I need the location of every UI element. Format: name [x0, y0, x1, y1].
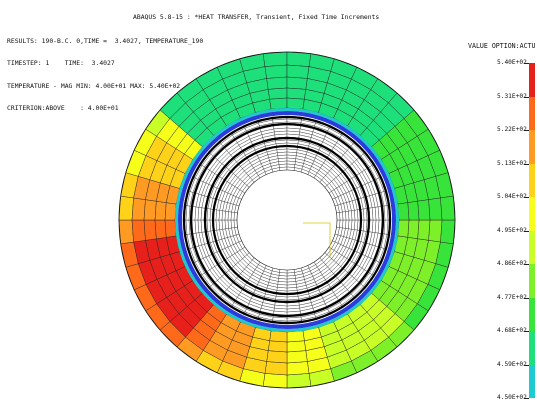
legend-tick — [524, 230, 529, 232]
legend-color-segment — [529, 230, 535, 264]
mesh-element — [266, 350, 288, 364]
legend-value: 5.31E+02 — [497, 92, 527, 100]
legend-value: 4.68E+02 — [497, 327, 527, 334]
results-info: RESULTS: 190-B.C. 0,TIME = 3.4027, TEMPE… — [7, 23, 203, 120]
mesh-element — [407, 219, 420, 240]
blue-band — [178, 111, 396, 329]
timestep-line: TIMESTEP: 1 TIME: 3.4027 — [7, 59, 115, 68]
mesh-element — [264, 64, 288, 79]
mesh-element — [417, 219, 431, 241]
legend-tick — [524, 331, 529, 332]
mesh-element — [397, 202, 410, 221]
mesh-element — [118, 195, 134, 221]
mesh-element — [164, 219, 177, 238]
mesh-element — [264, 361, 288, 376]
legend-value: 5.22E+02 — [497, 126, 527, 133]
axis-triad — [303, 222, 331, 258]
inner-bore — [236, 169, 338, 271]
outer-boundary — [118, 51, 456, 389]
mesh-element — [286, 330, 305, 343]
legend-color-segment — [529, 297, 535, 331]
mesh-element — [286, 373, 312, 389]
mesh-element — [267, 340, 288, 353]
mesh-element — [154, 200, 167, 221]
mesh-element — [286, 51, 312, 67]
legend-tick — [524, 264, 529, 265]
mesh-boundary-ring — [182, 115, 392, 325]
legend-color-segment — [529, 163, 535, 197]
mesh-element — [440, 195, 456, 221]
legend-value: 5.04E+02 — [497, 193, 527, 200]
mesh-element — [428, 197, 443, 221]
mesh-element — [143, 219, 157, 241]
mesh-element — [286, 76, 308, 90]
mesh-element — [266, 76, 288, 90]
legend-color-segment — [529, 63, 535, 97]
mesh-element — [407, 200, 420, 221]
results-line: RESULTS: 190-B.C. 0,TIME = 3.4027, TEMPE… — [7, 36, 204, 45]
mesh-element — [286, 361, 310, 376]
legend-tick — [524, 96, 529, 98]
mesh-element — [164, 202, 177, 221]
mesh-element — [131, 219, 146, 243]
legend-tick — [524, 197, 529, 198]
legend-color-segment — [529, 331, 535, 365]
mesh-element — [397, 219, 410, 238]
mesh-element — [286, 350, 308, 364]
mesh-element — [267, 87, 288, 100]
legend-tick — [524, 130, 529, 131]
mesh-element — [143, 199, 157, 221]
legend-value: 4.95E+02 — [497, 226, 527, 234]
legend-value: 5.40E+02 — [497, 59, 527, 66]
legend-color-segment — [529, 197, 535, 231]
legend-tick — [524, 297, 529, 299]
mesh-element — [269, 97, 288, 110]
criterion-line: CRITERION:ABOVE : 4.00E+01 — [7, 104, 119, 113]
mesh-element — [131, 197, 146, 221]
mesh-element — [286, 340, 307, 353]
mesh-element — [118, 219, 134, 245]
mesh-boundary-ring — [189, 122, 385, 318]
mesh-element — [269, 330, 288, 343]
mesh-element — [154, 219, 167, 240]
legend-tick — [524, 364, 529, 366]
mesh-element — [417, 199, 431, 221]
mesh-element — [440, 219, 456, 245]
legend-color-segment — [529, 130, 535, 164]
legend-color-segment — [529, 364, 535, 398]
legend-value: 4.59E+02 — [497, 360, 527, 368]
window-title: ABAQUS 5.8-15 : *HEAT TRANSFER, Transien… — [133, 13, 380, 21]
mesh-element — [262, 373, 288, 389]
legend-tick — [524, 163, 529, 165]
mesh-element — [262, 51, 288, 67]
mesh-element — [286, 97, 305, 110]
mesh-boundary-ring — [211, 144, 363, 296]
mesh-element — [286, 87, 307, 100]
legend-value: 4.77E+02 — [497, 293, 527, 301]
cyan-band — [175, 108, 399, 332]
legend-tick — [524, 398, 529, 399]
legend-color-segment — [529, 96, 535, 130]
legend-color-segment — [529, 264, 535, 298]
temperature-range-line: TEMPERATURE - MAG MIN: 4.00E+01 MAX: 5.4… — [7, 81, 181, 90]
legend-value: 4.50E+02 — [497, 394, 527, 401]
legend-value: 4.86E+02 — [497, 260, 527, 267]
mesh-element — [428, 219, 443, 243]
mesh-boundary-ring — [203, 136, 371, 304]
mesh-element — [286, 64, 310, 79]
legend-title: VALUE OPTION:ACTU — [468, 42, 536, 50]
legend-tick — [524, 63, 529, 64]
legend-value: 5.13E+02 — [497, 159, 527, 167]
